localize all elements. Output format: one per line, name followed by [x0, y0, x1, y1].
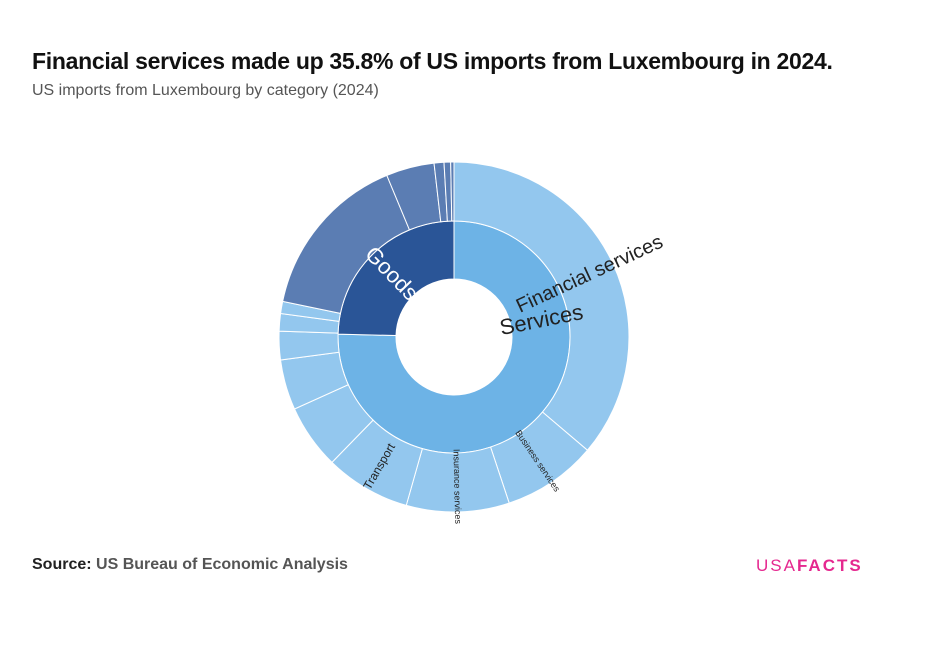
outer-label-insurance-services: Insurance services [451, 449, 463, 525]
source-label: Source: [32, 556, 92, 573]
outer-segment-goods-category-5 [450, 161, 455, 222]
chart-subtitle: US imports from Luxembourg by category (… [32, 82, 379, 99]
logo-usa-text: USA [756, 556, 797, 575]
chart-title: Financial services made up 35.8% of US i… [32, 48, 833, 74]
logo-facts-text: FACTS [796, 556, 863, 575]
source-line: Source: US Bureau of Economic Analysis [32, 556, 348, 574]
source-value: US Bureau of Economic Analysis [96, 556, 348, 573]
usafacts-logo: USAFACTS [756, 556, 863, 576]
outer-segment-financial-services [453, 161, 630, 451]
